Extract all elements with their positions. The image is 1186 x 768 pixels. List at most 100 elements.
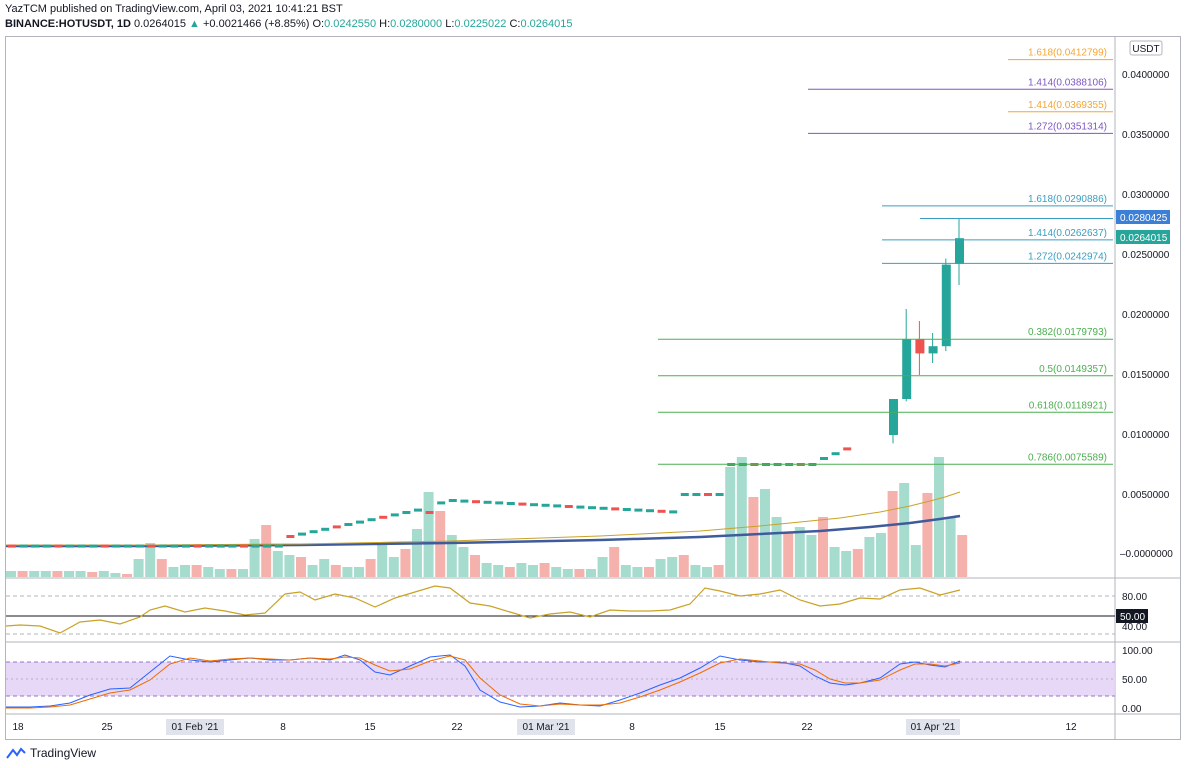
watermark-text: TradingView: [30, 746, 97, 760]
volume-bar: [609, 547, 620, 577]
volume-bar: [597, 557, 608, 577]
volume-bar: [156, 559, 167, 577]
volume-bar: [574, 569, 585, 577]
volume-bar: [330, 565, 341, 577]
candle-body: [680, 493, 689, 496]
stoch-label-0: 0.00: [1122, 704, 1142, 715]
volume-bar: [690, 565, 701, 577]
candle-body: [669, 510, 678, 514]
candle-body: [286, 535, 295, 538]
price-label-7: 0.0050000: [1122, 490, 1170, 501]
stoch-d-line: [6, 655, 961, 709]
candle-body: [321, 527, 330, 531]
volume-bar: [783, 533, 794, 577]
candle-body: [553, 504, 562, 508]
candle-body: [54, 544, 63, 548]
volume-bar: [98, 571, 109, 577]
candle-body: [402, 511, 411, 514]
close-label: C:: [509, 18, 521, 30]
volume-bar: [470, 555, 480, 577]
candle-body: [8, 544, 16, 548]
volume-bar: [191, 565, 202, 577]
volume-bar: [864, 537, 875, 577]
time-label-11: 12: [1065, 722, 1077, 733]
fib-label-5: 1.414(0.0262637): [1028, 228, 1107, 239]
volume-bar: [644, 567, 654, 577]
candle-body: [692, 493, 701, 496]
candle-body: [646, 509, 654, 513]
candle-body: [170, 544, 179, 548]
fib-label-4: 1.618(0.0290886): [1028, 194, 1107, 205]
fib-label-0: 1.618(0.0412799): [1028, 48, 1107, 59]
currency-badge-box: [1129, 40, 1163, 56]
volume-bar: [562, 569, 573, 577]
candle-body: [495, 501, 504, 505]
volume-bar: [934, 457, 944, 577]
stoch-band: [6, 662, 1115, 696]
high-label: H:: [379, 18, 391, 30]
close-value: 0.0264015: [520, 18, 573, 30]
price-label-6: 0.0100000: [1122, 430, 1170, 441]
low-value: 0.0225022: [454, 18, 507, 30]
volume-bar: [423, 492, 434, 577]
candle-body: [460, 499, 469, 503]
candle-body: [66, 544, 74, 548]
last-price: 0.0264015: [133, 18, 186, 30]
volume-bar: [678, 555, 689, 577]
volume-bar: [29, 571, 40, 577]
volume-bar: [493, 565, 504, 577]
volume-bar: [64, 571, 74, 577]
volume-bar: [40, 571, 51, 577]
volume-bar: [620, 565, 631, 577]
stoch-label-50: 50.00: [1122, 675, 1147, 686]
volume-bar: [272, 551, 283, 577]
candle-body: [506, 502, 515, 505]
volume-bar: [180, 565, 190, 577]
time-label-6: 01 Mar '21: [523, 722, 570, 733]
symbol-ohlc-line: BINANCE:HOTUSDT, 1D 0.0264015 ▲ +0.00214…: [5, 18, 572, 30]
candle-body: [820, 457, 828, 460]
volume-bar: [238, 569, 248, 577]
rsi-label-50: 50.00: [1120, 612, 1145, 623]
symbol-name: BINANCE:HOTUSDT, 1D: [5, 18, 131, 30]
fib-label-6: 1.272(0.0242974): [1028, 251, 1107, 262]
price-label-5: 0.0150000: [1122, 370, 1170, 381]
candle-body: [715, 493, 724, 496]
currency-badge: USDT: [1132, 44, 1159, 55]
candle-body: [704, 493, 712, 496]
candle-body: [530, 503, 538, 507]
volume-bar: [446, 535, 457, 577]
volume-bar: [539, 563, 550, 577]
volume-bar: [910, 545, 921, 577]
volume-bar: [214, 569, 225, 577]
volume-bar: [829, 547, 840, 577]
up-triangle-icon: ▲: [189, 18, 200, 30]
volume-bar: [887, 491, 898, 577]
high-price-badge-box: [1116, 210, 1170, 224]
candle-body: [147, 544, 156, 548]
volume-bar: [818, 517, 828, 577]
tradingview-watermark[interactable]: TradingView: [6, 746, 96, 760]
volume-bar: [133, 559, 144, 577]
candle-body: [588, 506, 596, 510]
candle-body: [928, 346, 938, 354]
candle-body: [915, 339, 925, 354]
volume-bar: [806, 535, 817, 577]
candle-body: [112, 544, 121, 548]
last-price-badge-box: [1116, 230, 1170, 244]
open-value: 0.0242550: [324, 18, 377, 30]
volume-bar: [52, 571, 63, 577]
volume-bar: [852, 549, 863, 577]
candle-body: [309, 530, 318, 534]
candle-body: [472, 500, 480, 504]
volume-bar: [110, 573, 121, 577]
volume-bar: [6, 571, 16, 577]
candle-body: [902, 339, 912, 399]
volume-bar: [876, 533, 886, 577]
stoch-label-100: 100.00: [1122, 646, 1153, 657]
volume-bar: [203, 567, 214, 577]
fib-label-3: 1.272(0.0351314): [1028, 121, 1107, 132]
price-label-0: 0.0400000: [1122, 70, 1170, 81]
price-change: +0.0021466 (+8.85%): [202, 18, 310, 30]
